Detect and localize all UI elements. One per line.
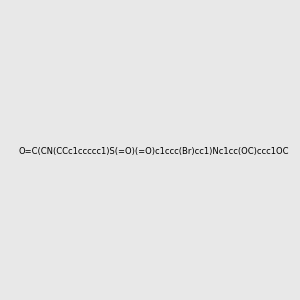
Text: O=C(CN(CCc1ccccc1)S(=O)(=O)c1ccc(Br)cc1)Nc1cc(OC)ccc1OC: O=C(CN(CCc1ccccc1)S(=O)(=O)c1ccc(Br)cc1)…	[19, 147, 289, 156]
